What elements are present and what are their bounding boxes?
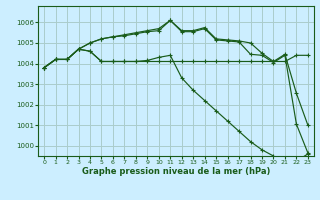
X-axis label: Graphe pression niveau de la mer (hPa): Graphe pression niveau de la mer (hPa): [82, 167, 270, 176]
